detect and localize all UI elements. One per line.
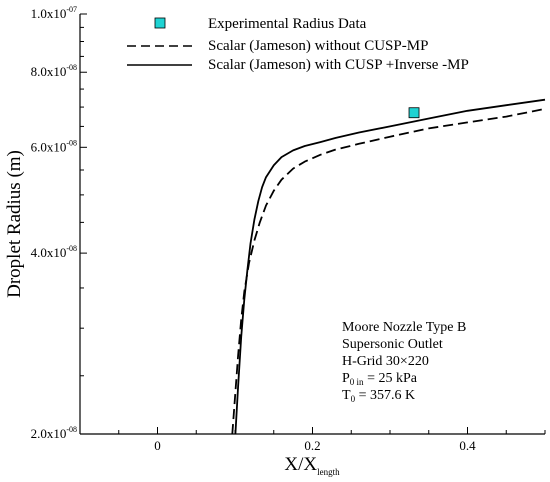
series-line-solid — [234, 98, 546, 435]
series-line-dashed — [231, 108, 546, 435]
annotation-temperature-value: = 357.6 K — [355, 388, 415, 403]
x-tick-label-1: 0.2 — [304, 438, 320, 453]
legend-marker-experimental — [154, 17, 166, 29]
y-tick-label-mantissa-4: 1.0x10 — [31, 6, 67, 21]
y-tick-label-exponent-4: -07 — [66, 5, 77, 14]
legend-label-solid: Scalar (Jameson) with CUSP +Inverse -MP — [208, 57, 469, 73]
y-tick-label-0: 2.0x10-08 — [31, 425, 77, 441]
annotation-line-pressure: P0 in = 25 kPa — [342, 371, 418, 387]
annotation-line-grid: H-Grid 30×220 — [342, 354, 429, 369]
x-axis-label-sub: length — [317, 467, 340, 477]
y-tick-label-1: 4.0x10-08 — [31, 244, 77, 260]
series-layer — [231, 98, 546, 435]
annotation-temperature-symbol: T — [342, 388, 351, 403]
legend: Experimental Radius Data Scalar (Jameson… — [127, 16, 469, 73]
legend-label-experimental: Experimental Radius Data — [208, 16, 367, 32]
y-tick-label-mantissa-2: 6.0x10 — [31, 139, 67, 154]
x-tick-label-2: 0.4 — [459, 438, 476, 453]
axes — [79, 14, 545, 435]
ticks — [80, 13, 546, 435]
annotation-temperature-sub: 0 — [351, 394, 356, 404]
annotation-pressure-value: = 25 kPa — [364, 371, 418, 386]
y-tick-label-mantissa-1: 4.0x10 — [31, 245, 67, 260]
y-tick-label-4: 1.0x10-07 — [31, 5, 77, 21]
legend-label-dashed: Scalar (Jameson) without CUSP-MP — [208, 38, 428, 54]
annotation-line-outlet: Supersonic Outlet — [342, 337, 443, 352]
y-tick-label-exponent-2: -08 — [66, 138, 77, 147]
y-tick-label-3: 8.0x10-08 — [31, 63, 77, 79]
x-axis-label-main: X/X — [284, 454, 317, 475]
tick-labels: 2.0x10-084.0x10-086.0x10-088.0x10-081.0x… — [31, 5, 477, 453]
y-tick-label-2: 6.0x10-08 — [31, 138, 77, 154]
annotation-pressure-symbol: P — [342, 371, 350, 386]
y-tick-label-mantissa-0: 2.0x10 — [31, 426, 67, 441]
y-tick-label-exponent-3: -08 — [66, 63, 77, 72]
experimental-data-point — [408, 107, 420, 119]
y-tick-label-exponent-0: -08 — [66, 425, 77, 434]
x-axis-label: X/Xlength — [284, 454, 340, 477]
x-tick-label-0: 0 — [154, 438, 161, 453]
annotation-line-nozzle: Moore Nozzle Type B — [342, 320, 466, 335]
annotation-block: Moore Nozzle Type B Supersonic Outlet H-… — [342, 320, 466, 404]
annotation-line-temperature: T0 = 357.6 K — [342, 388, 415, 404]
y-axis-label: Droplet Radius (m) — [4, 150, 25, 298]
annotation-pressure-sub: 0 in — [350, 377, 364, 387]
y-tick-label-mantissa-3: 8.0x10 — [31, 64, 67, 79]
y-tick-label-exponent-1: -08 — [66, 244, 77, 253]
